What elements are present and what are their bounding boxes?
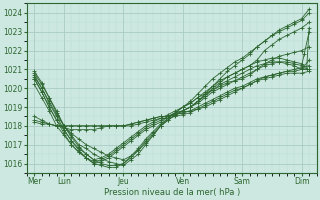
- X-axis label: Pression niveau de la mer( hPa ): Pression niveau de la mer( hPa ): [104, 188, 240, 197]
